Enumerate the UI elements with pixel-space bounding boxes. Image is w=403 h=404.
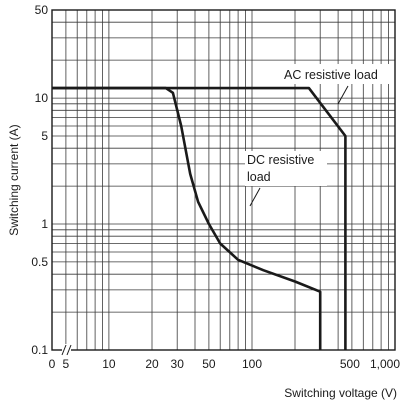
x-tick-label-10: 10 [102, 357, 116, 371]
x-tick-label-50: 50 [202, 357, 216, 371]
series-layer [52, 86, 347, 350]
y-tick-labels: 0.1 0.5 1 5 10 50 [31, 3, 48, 357]
x-axis-break-mark [61, 344, 72, 356]
x-tick-label-100: 100 [242, 357, 262, 371]
y-axis-title: Switching current (A) [7, 124, 21, 235]
ac-leader-line [337, 85, 349, 105]
x-tick-label-5: 5 [63, 357, 70, 371]
x-tick-label-0: 0 [49, 357, 56, 371]
plot-frame [51, 9, 396, 351]
annotation-layer: AC resistive load DC resistive load [245, 64, 394, 207]
x-axis-title: Switching voltage (V) [284, 386, 397, 400]
y-tick-label-1: 1 [41, 217, 48, 231]
chart-grid [52, 10, 395, 350]
series-line-ac-resistive-load [52, 86, 347, 350]
x-tick-labels: 0 5 10 20 30 50 100 500 1,000 [49, 357, 401, 371]
x-tick-label-1-000: 1,000 [370, 357, 400, 371]
ac-label-bg [282, 64, 394, 84]
annotation-dc-resistive: DC resistive [247, 153, 314, 167]
annotation-ac-resistive-load: AC resistive load [284, 68, 378, 82]
x-tick-label-30: 30 [171, 357, 185, 371]
y-tick-label-0-1: 0.1 [31, 343, 48, 357]
annotation-dc-load: load [247, 170, 271, 184]
y-tick-label-0-5: 0.5 [31, 255, 48, 269]
series-line-dc-resistive-load [52, 86, 322, 350]
y-tick-label-10: 10 [35, 91, 49, 105]
y-tick-label-5: 5 [41, 129, 48, 143]
dc-leader-line [249, 187, 261, 207]
x-tick-label-20: 20 [145, 357, 159, 371]
dc-label-bg [245, 151, 327, 186]
y-tick-label-50: 50 [35, 3, 49, 17]
x-tick-label-500: 500 [340, 357, 360, 371]
